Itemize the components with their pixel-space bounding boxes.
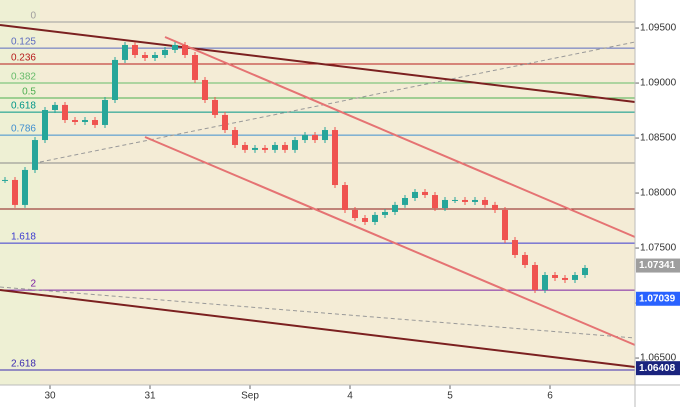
candle-body (392, 204, 398, 212)
y-tick-label: 1.06500 (640, 353, 677, 364)
candle-body (342, 185, 348, 210)
fib-levels: 0 0.125 0.236 0.382 0.5 0.618 0.786 1.618 2 2.618 (0, 11, 635, 371)
candle-body (482, 199, 488, 205)
candle-body (492, 204, 498, 210)
fib-label: 2 (30, 279, 36, 290)
candle-body (412, 191, 418, 198)
y-tick-label: 1.08500 (640, 133, 677, 144)
candle-body (562, 277, 568, 280)
x-tick-label: 5 (447, 391, 453, 402)
price-label-box (636, 258, 680, 273)
candle-body (452, 199, 458, 201)
y-tick-label: 1.09000 (640, 78, 677, 89)
candle-body (202, 79, 208, 100)
trend-line (39, 41, 636, 163)
candle-body (542, 275, 548, 290)
candle-body (12, 179, 18, 205)
candle-body (302, 134, 308, 141)
candle-body (1, 179, 8, 181)
candle-body (92, 120, 98, 125)
candle-body (102, 99, 108, 125)
candle-body (72, 120, 78, 122)
fib-label: 1.618 (11, 232, 36, 243)
trend-line (0, 289, 636, 368)
candle-body (322, 130, 328, 141)
candle-body (142, 55, 148, 58)
fib-label: 0.618 (11, 101, 36, 112)
x-tick-label: 31 (144, 391, 156, 402)
candle-body (162, 49, 168, 55)
candle-body (222, 114, 228, 131)
fib-label: 0.5 (22, 87, 36, 98)
candle-body (62, 104, 68, 121)
fib-label: 0.382 (11, 72, 36, 83)
candle-body (432, 195, 438, 209)
candle-body (232, 130, 238, 145)
trend-line (0, 286, 636, 339)
trend-line (0, 24, 636, 103)
candle-body (332, 130, 338, 186)
candle-body (292, 140, 298, 150)
candle-body (242, 144, 248, 150)
candle-body (252, 147, 258, 150)
price-label: 1.06408 (639, 363, 676, 374)
candle-body (52, 104, 58, 110)
candle-body (552, 275, 558, 278)
candle-body (212, 99, 218, 115)
candle-body (512, 240, 518, 255)
candle-body (192, 55, 198, 80)
candle-body (172, 44, 178, 50)
candle-body (362, 218, 368, 222)
candle-body (472, 199, 478, 202)
price-axis (635, 0, 680, 407)
candle-body (262, 147, 268, 150)
fib-label: 0.236 (11, 53, 36, 64)
candle-body (352, 209, 358, 219)
fib-label: 0.786 (11, 124, 36, 135)
candle-body (282, 144, 288, 150)
candle-body (382, 211, 388, 215)
channel-line (144, 136, 636, 346)
fib-label: 2.618 (11, 359, 36, 370)
price-label-box (636, 361, 680, 376)
candle-body (42, 110, 48, 141)
candle-body (122, 44, 128, 60)
fib-label: 0.125 (11, 37, 36, 48)
candle-body (32, 140, 38, 170)
candle-body (502, 209, 508, 241)
candle-body (582, 267, 588, 275)
candle-body (422, 191, 428, 196)
fib-label: 0 (30, 11, 36, 22)
candles (1, 41, 588, 293)
candle-body (112, 59, 118, 100)
candle-body (272, 144, 278, 150)
price-label: 1.07341 (639, 260, 676, 271)
y-tick-label: 1.08000 (640, 188, 677, 199)
candle-body (22, 169, 28, 205)
candle-body (182, 44, 188, 55)
x-tick-label: 6 (547, 391, 553, 402)
candle-body (372, 214, 378, 222)
price-label: 1.07039 (639, 293, 676, 304)
candle-body (312, 134, 318, 141)
candle-body (462, 199, 468, 202)
candle-body (402, 198, 408, 205)
y-tick-label: 1.07500 (640, 243, 677, 254)
plot-background (0, 0, 635, 385)
x-tick-label: Sep (241, 391, 259, 402)
channel-line (164, 36, 636, 238)
x-tick-label: 30 (44, 391, 56, 402)
x-tick-label: 4 (347, 391, 353, 402)
y-tick-label: 1.09500 (640, 23, 677, 34)
candle-body (522, 254, 528, 265)
candle-body (532, 264, 538, 290)
price-label-box (636, 291, 680, 306)
candle-body (572, 275, 578, 280)
candle-body (132, 44, 138, 55)
candle-body (82, 120, 88, 122)
candle-body (442, 199, 448, 209)
candle-body (152, 55, 158, 58)
